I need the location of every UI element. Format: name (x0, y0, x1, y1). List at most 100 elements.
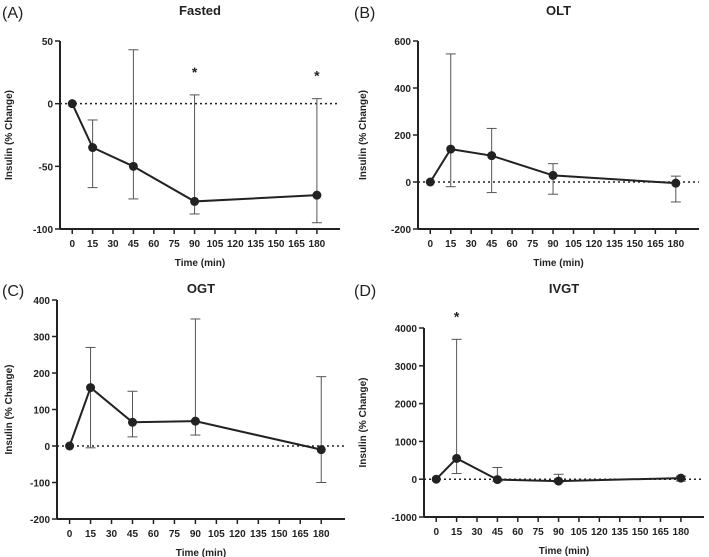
x-tick-label: 0 (67, 529, 73, 540)
x-tick-label: 30 (471, 527, 483, 538)
significance-marker: * (454, 308, 460, 324)
x-tick-label: 150 (627, 239, 644, 250)
x-tick-label: 135 (250, 529, 267, 540)
x-tick-label: 90 (553, 527, 565, 538)
y-tick-label: 0 (411, 475, 417, 486)
data-point (316, 445, 326, 455)
panel-label: (C) (2, 283, 24, 300)
chart-title: OGT (187, 281, 215, 296)
x-tick-label: 15 (85, 529, 97, 540)
y-tick-label: 0 (405, 178, 411, 189)
x-tick-label: 120 (591, 527, 608, 538)
x-tick-label: 105 (565, 239, 582, 250)
x-tick-label: 150 (268, 239, 285, 250)
x-tick-label: 105 (208, 529, 225, 540)
x-tick-label: 60 (148, 239, 160, 250)
y-tick-label: 300 (33, 333, 50, 344)
x-tick-label: 30 (466, 239, 478, 250)
y-tick-label: 3000 (395, 362, 418, 373)
y-tick-label: 200 (394, 131, 411, 142)
data-point (425, 177, 435, 187)
data-point (492, 475, 502, 485)
data-point (671, 178, 681, 188)
panel-label: (B) (354, 5, 375, 22)
data-point (190, 416, 200, 426)
x-tick-label: 105 (571, 527, 588, 538)
x-tick-label: 165 (652, 527, 669, 538)
chart-panel: (C) OGT -200 -100 0 100 200 300 400 0 15 30 45 60 75 90… (2, 281, 345, 557)
x-tick-label: 180 (313, 529, 330, 540)
x-axis-label: Time (min) (539, 546, 589, 557)
x-tick-label: 180 (667, 239, 684, 250)
x-tick-label: 75 (169, 529, 181, 540)
x-tick-label: 180 (673, 527, 690, 538)
x-tick-label: 45 (492, 527, 504, 538)
x-tick-label: 90 (190, 529, 202, 540)
chart-panel: (D) IVGT -1000 0 1000 2000 3000 4000 0 15 30 45 60 75… (354, 281, 704, 557)
data-point (86, 383, 96, 393)
x-tick-label: 0 (69, 239, 75, 250)
data-point (127, 417, 137, 427)
data-point (452, 453, 462, 463)
y-tick-label: 400 (33, 296, 50, 307)
y-axis-label: Insulin (% Change) (358, 378, 369, 468)
x-tick-label: 90 (189, 239, 201, 250)
y-tick-label: 100 (33, 406, 50, 417)
x-tick-label: 45 (128, 239, 140, 250)
chart-title: Fasted (179, 3, 221, 18)
y-tick-label: 1000 (395, 437, 418, 448)
x-tick-label: 180 (309, 239, 326, 250)
x-axis-label: Time (min) (176, 548, 226, 557)
y-tick-label: 50 (42, 37, 54, 48)
y-tick-label: -100 (33, 225, 53, 236)
y-axis-label: Insulin (% Change) (4, 90, 15, 180)
x-tick-label: 15 (445, 239, 457, 250)
data-point (487, 151, 497, 161)
data-point (548, 170, 558, 180)
x-tick-label: 120 (229, 529, 246, 540)
y-tick-label: 200 (33, 369, 50, 380)
y-tick-label: 2000 (395, 400, 418, 411)
data-point (676, 473, 686, 483)
x-tick-label: 165 (292, 529, 309, 540)
x-tick-label: 165 (288, 239, 305, 250)
x-tick-label: 165 (647, 239, 664, 250)
y-tick-label: 0 (44, 442, 50, 453)
x-tick-label: 75 (533, 527, 545, 538)
x-tick-label: 15 (87, 239, 99, 250)
x-tick-label: 75 (527, 239, 539, 250)
y-tick-label: -100 (30, 479, 50, 490)
y-tick-label: -200 (391, 225, 411, 236)
x-tick-label: 30 (106, 529, 118, 540)
data-point (65, 441, 75, 451)
data-point (312, 190, 322, 200)
data-point (431, 474, 441, 484)
y-tick-label: -50 (39, 162, 54, 173)
y-axis-label: Insulin (% Change) (4, 365, 15, 455)
y-axis-label: Insulin (% Change) (358, 90, 369, 180)
y-tick-label: -200 (30, 515, 50, 526)
data-point (446, 144, 456, 154)
panel-label: (A) (2, 5, 23, 22)
x-tick-label: 60 (512, 527, 524, 538)
x-tick-label: 135 (247, 239, 264, 250)
x-tick-label: 120 (586, 239, 603, 250)
x-tick-label: 0 (427, 239, 433, 250)
x-tick-label: 120 (227, 239, 244, 250)
y-tick-label: 400 (394, 84, 411, 95)
x-tick-label: 105 (207, 239, 224, 250)
x-tick-label: 15 (451, 527, 463, 538)
x-tick-label: 150 (271, 529, 288, 540)
chart-title: IVGT (549, 281, 579, 296)
significance-marker: * (314, 68, 320, 84)
x-tick-label: 60 (148, 529, 160, 540)
x-tick-label: 45 (486, 239, 498, 250)
y-tick-label: 0 (47, 100, 53, 111)
x-tick-label: 30 (107, 239, 119, 250)
data-point (128, 161, 138, 171)
x-tick-label: 150 (632, 527, 649, 538)
data-point (190, 196, 200, 206)
x-axis-label: Time (min) (175, 258, 225, 269)
